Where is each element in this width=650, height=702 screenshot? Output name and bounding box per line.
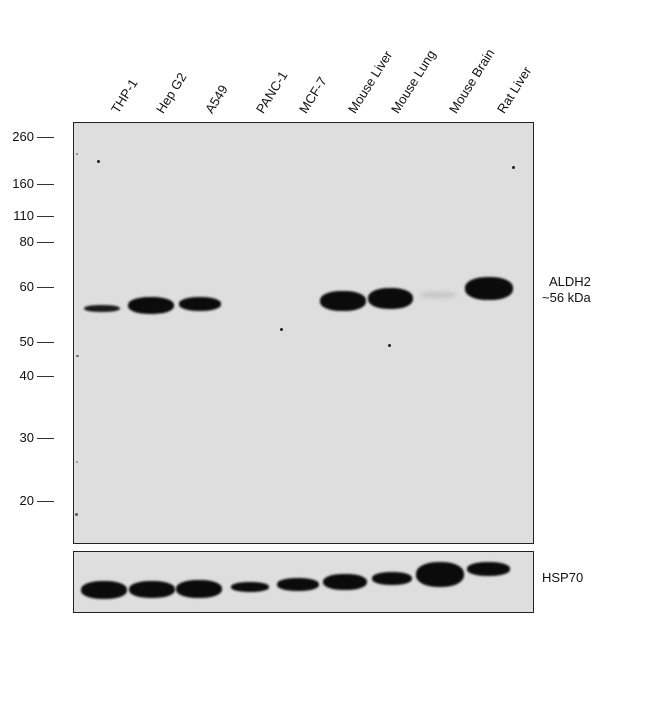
dust-speck	[97, 160, 100, 163]
mw-marker-110: 110	[13, 208, 34, 223]
main-blot-panel	[73, 122, 534, 544]
mw-marker-30: 30	[19, 430, 34, 445]
band-hsp70-rat-liver	[467, 562, 510, 576]
lane-label-mcf7: MCF-7	[296, 74, 330, 116]
band-aldh2-mouse-liver	[320, 291, 366, 311]
loading-control-label: HSP70	[542, 570, 584, 585]
lane-label-rat-liver: Rat Liver	[494, 63, 535, 116]
band-hsp70-mcf7	[277, 578, 319, 591]
mw-tick-80	[37, 242, 54, 243]
loading-control-panel	[73, 551, 534, 613]
band-hsp70-thp1	[81, 581, 127, 599]
band-aldh2-rat-liver	[465, 277, 513, 300]
mw-marker-50: 50	[19, 334, 34, 349]
marker-lane-speck	[75, 513, 78, 516]
target-size-label: ~56 kDa	[542, 290, 591, 305]
mw-tick-260	[37, 137, 54, 138]
mw-tick-20	[37, 501, 54, 502]
lane-label-mouse-liver: Mouse Liver	[345, 47, 396, 116]
band-aldh2-mouse-lung	[368, 288, 413, 309]
band-aldh2-mouse-brain	[420, 292, 456, 298]
band-hsp70-mouse-brain	[416, 562, 464, 587]
mw-tick-40	[37, 376, 54, 377]
mw-tick-30	[37, 438, 54, 439]
lane-label-hepg2: Hep G2	[153, 69, 190, 116]
mw-tick-50	[37, 342, 54, 343]
mw-tick-110	[37, 216, 54, 217]
mw-marker-20: 20	[19, 493, 34, 508]
mw-marker-60: 60	[19, 279, 34, 294]
dust-speck	[280, 328, 283, 331]
mw-marker-80: 80	[19, 234, 34, 249]
band-aldh2-thp1	[84, 305, 120, 312]
band-hsp70-mouse-liver	[323, 574, 367, 590]
band-hsp70-panc1	[231, 582, 269, 592]
mw-marker-160: 160	[12, 176, 34, 191]
band-hsp70-mouse-lung	[372, 572, 412, 585]
lane-label-mouse-brain: Mouse Brain	[446, 46, 498, 116]
mw-marker-260: 260	[12, 129, 34, 144]
band-aldh2-hepg2	[128, 297, 174, 314]
mw-marker-40: 40	[19, 368, 34, 383]
mw-tick-160	[37, 184, 54, 185]
mw-tick-60	[37, 287, 54, 288]
lane-label-a549: A549	[202, 82, 231, 116]
lane-label-mouse-lung: Mouse Lung	[388, 47, 439, 116]
band-aldh2-a549	[179, 297, 221, 311]
dust-speck	[512, 166, 515, 169]
lane-label-panc1: PANC-1	[253, 68, 291, 116]
band-hsp70-a549	[176, 580, 222, 598]
band-hsp70-hepg2	[129, 581, 175, 598]
marker-lane-speck	[76, 461, 78, 463]
dust-speck	[388, 344, 391, 347]
marker-lane-speck	[76, 153, 78, 155]
marker-lane-speck	[76, 355, 79, 357]
lane-label-thp1: THP-1	[108, 76, 141, 116]
target-protein-label: ALDH2	[549, 274, 591, 289]
